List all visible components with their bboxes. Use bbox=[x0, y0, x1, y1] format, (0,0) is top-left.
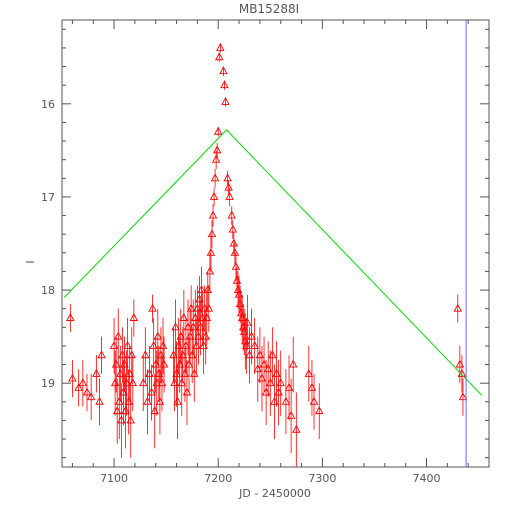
data-point bbox=[458, 392, 468, 401]
data-point bbox=[184, 359, 194, 368]
data-point bbox=[227, 210, 237, 219]
data-point bbox=[128, 378, 138, 387]
data-point bbox=[173, 396, 182, 405]
chart-title: MB15288I bbox=[239, 2, 299, 16]
x-tick-label: 7300 bbox=[308, 472, 336, 485]
data-point bbox=[204, 303, 214, 312]
data-point bbox=[234, 289, 244, 298]
x-tick-label: 7400 bbox=[413, 472, 441, 485]
data-point bbox=[129, 313, 139, 321]
data-point bbox=[153, 331, 163, 340]
data-point bbox=[147, 387, 156, 396]
data-point bbox=[78, 378, 88, 387]
data-point bbox=[127, 350, 137, 359]
data-point bbox=[219, 66, 228, 75]
data-point bbox=[309, 396, 319, 405]
x-tick-label: 7200 bbox=[204, 472, 232, 485]
data-point bbox=[215, 52, 224, 61]
data-point bbox=[179, 313, 189, 321]
data-point bbox=[210, 173, 220, 182]
data-point bbox=[209, 191, 219, 200]
data-point bbox=[177, 378, 187, 387]
data-point bbox=[208, 210, 218, 219]
data-point bbox=[281, 396, 291, 405]
data-point bbox=[453, 303, 463, 312]
data-point bbox=[211, 154, 221, 163]
x-axis-label: JD - 2450000 bbox=[238, 487, 311, 500]
data-point bbox=[223, 173, 232, 182]
axis-tick-labels: 7100 7200 7300 7400 16 17 18 19 bbox=[41, 98, 441, 485]
data-point bbox=[242, 340, 251, 349]
data-point bbox=[205, 266, 215, 275]
data-point bbox=[158, 340, 168, 349]
data-point bbox=[220, 80, 229, 89]
data-point bbox=[243, 317, 252, 326]
data-point bbox=[148, 303, 157, 312]
data-point bbox=[276, 378, 285, 387]
data-point bbox=[95, 396, 104, 405]
data-point bbox=[141, 350, 150, 359]
data-point bbox=[68, 373, 77, 382]
data-point bbox=[201, 331, 210, 340]
data-point bbox=[288, 359, 298, 368]
data-point bbox=[228, 224, 238, 233]
y-tick-label: 19 bbox=[41, 377, 55, 390]
data-point bbox=[159, 359, 169, 368]
data-point bbox=[224, 182, 233, 191]
data-point bbox=[82, 387, 92, 396]
data-point bbox=[171, 322, 180, 331]
data-point bbox=[231, 261, 241, 270]
data-point bbox=[216, 42, 225, 51]
data-point bbox=[86, 392, 96, 401]
data-point bbox=[126, 415, 135, 424]
x-tick-label: 7100 bbox=[100, 472, 128, 485]
data-point bbox=[304, 368, 314, 377]
data-point bbox=[206, 247, 216, 256]
plot-frame bbox=[61, 19, 490, 468]
data-point bbox=[92, 368, 101, 377]
data-point bbox=[292, 424, 301, 433]
data-point bbox=[74, 382, 83, 391]
axis-ticks bbox=[62, 20, 489, 467]
data-point bbox=[123, 340, 132, 349]
data-point bbox=[207, 229, 217, 238]
data-point bbox=[250, 340, 259, 349]
data-point bbox=[113, 331, 123, 340]
data-point bbox=[66, 313, 75, 321]
data-series bbox=[66, 42, 468, 467]
model-line bbox=[63, 129, 483, 396]
data-point bbox=[230, 247, 240, 256]
y-tick-label: 17 bbox=[41, 191, 55, 204]
data-point bbox=[225, 191, 234, 200]
data-point bbox=[197, 285, 206, 294]
data-point bbox=[268, 350, 277, 359]
data-point bbox=[314, 406, 324, 415]
data-point bbox=[212, 145, 222, 154]
data-point bbox=[286, 410, 296, 419]
y-axis-label: I bbox=[24, 260, 37, 263]
y-tick-label: 16 bbox=[41, 98, 55, 111]
y-tick-label: 18 bbox=[41, 284, 55, 297]
data-point bbox=[229, 238, 239, 247]
data-point bbox=[121, 406, 130, 415]
data-point bbox=[247, 331, 256, 340]
data-point bbox=[213, 126, 223, 135]
data-point bbox=[97, 350, 106, 359]
data-point bbox=[221, 97, 230, 105]
